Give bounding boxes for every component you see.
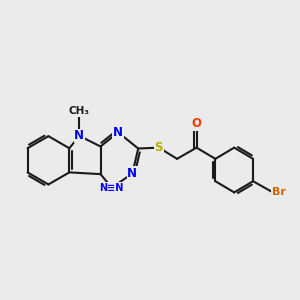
Text: O: O: [191, 117, 202, 130]
Text: N: N: [74, 129, 84, 142]
Text: N: N: [113, 126, 123, 139]
Text: N≡N: N≡N: [100, 183, 124, 193]
Text: CH₃: CH₃: [69, 106, 90, 116]
Text: Br: Br: [272, 187, 286, 197]
Text: N: N: [127, 167, 137, 180]
Text: S: S: [154, 141, 163, 154]
